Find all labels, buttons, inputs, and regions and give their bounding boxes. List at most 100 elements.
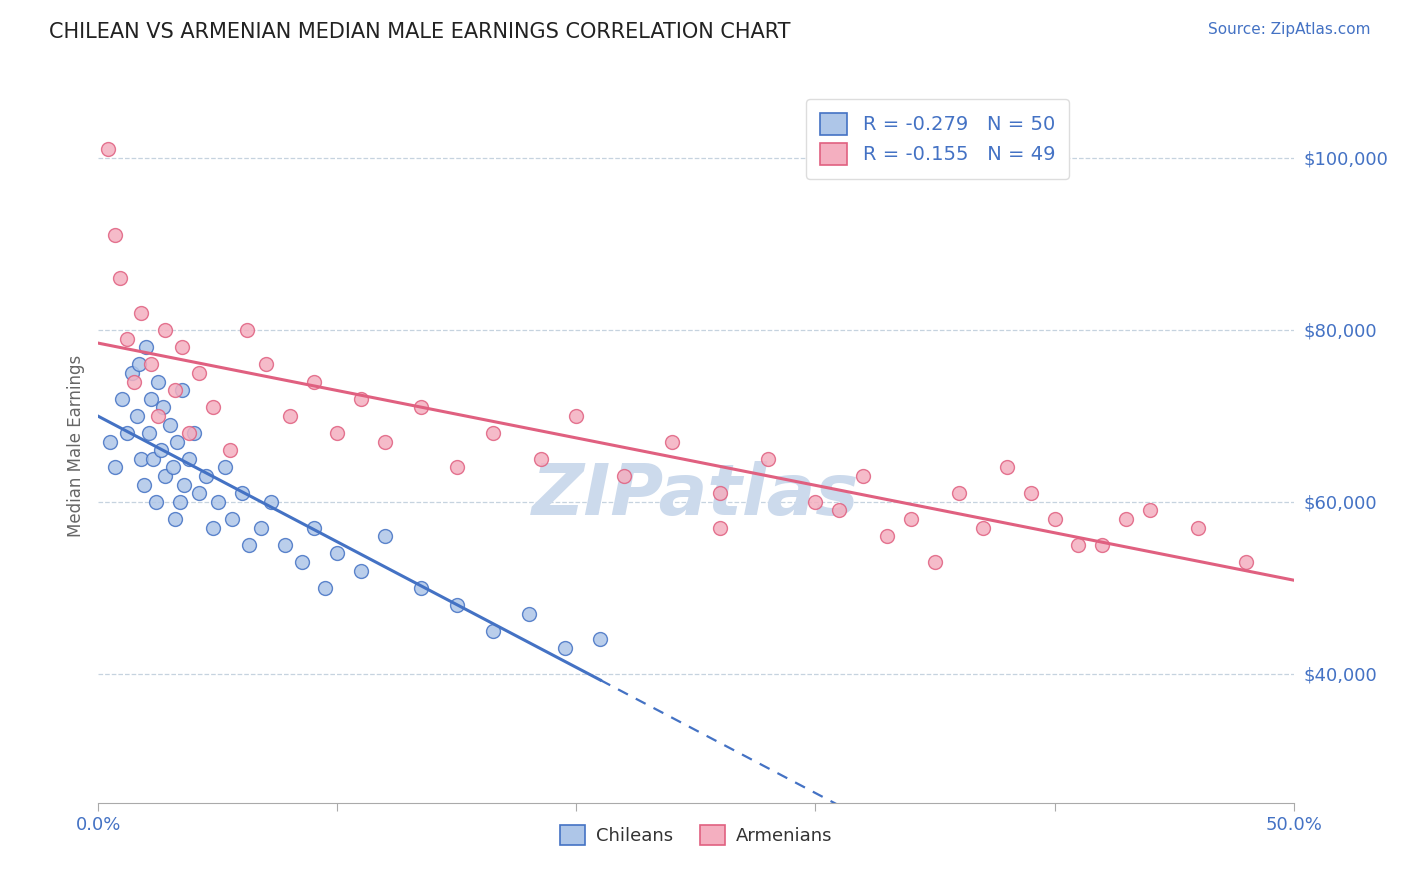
Point — [195, 469, 218, 483]
Point — [163, 383, 186, 397]
Point — [374, 529, 396, 543]
Point — [219, 443, 242, 458]
Point — [148, 375, 170, 389]
Point — [173, 477, 195, 491]
Point — [163, 512, 186, 526]
Point — [948, 486, 970, 500]
Point — [274, 538, 297, 552]
Point — [104, 228, 127, 243]
Point — [98, 434, 122, 449]
Point — [142, 451, 165, 466]
Point — [1115, 512, 1137, 526]
Point — [162, 460, 184, 475]
Point — [530, 451, 553, 466]
Point — [1091, 538, 1114, 552]
Point — [411, 581, 433, 595]
Point — [876, 529, 898, 543]
Text: ZIPatlas: ZIPatlas — [533, 461, 859, 531]
Point — [565, 409, 588, 423]
Point — [108, 271, 131, 285]
Point — [115, 426, 138, 441]
Point — [202, 521, 225, 535]
Point — [97, 142, 120, 156]
Point — [517, 607, 540, 621]
Point — [446, 598, 468, 612]
Point — [187, 366, 209, 380]
Point — [302, 521, 325, 535]
Point — [187, 486, 209, 500]
Point — [221, 512, 243, 526]
Point — [315, 581, 337, 595]
Point — [1187, 521, 1209, 535]
Point — [207, 495, 229, 509]
Point — [326, 546, 349, 560]
Point — [995, 460, 1018, 475]
Point — [152, 401, 174, 415]
Point — [111, 392, 134, 406]
Point — [132, 477, 155, 491]
Point — [124, 375, 146, 389]
Point — [481, 426, 505, 441]
Point — [139, 392, 162, 406]
Point — [326, 426, 349, 441]
Point — [131, 451, 153, 466]
Point — [235, 323, 257, 337]
Point — [214, 460, 236, 475]
Point — [202, 401, 225, 415]
Point — [661, 434, 683, 449]
Point — [972, 521, 994, 535]
Point — [350, 564, 373, 578]
Point — [139, 357, 162, 371]
Point — [756, 451, 779, 466]
Point — [172, 340, 194, 354]
Point — [131, 306, 153, 320]
Point — [446, 460, 468, 475]
Point — [1234, 555, 1257, 569]
Point — [259, 495, 281, 509]
Point — [166, 434, 188, 449]
Point — [138, 426, 160, 441]
Point — [302, 375, 325, 389]
Point — [145, 495, 167, 509]
Point — [159, 417, 181, 432]
Point — [828, 503, 851, 517]
Point — [250, 521, 273, 535]
Point — [350, 392, 373, 406]
Point — [1067, 538, 1090, 552]
Point — [172, 383, 194, 397]
Point — [254, 357, 277, 371]
Point — [411, 401, 433, 415]
Point — [179, 451, 201, 466]
Point — [709, 486, 731, 500]
Point — [231, 486, 253, 500]
Point — [481, 624, 505, 638]
Text: Source: ZipAtlas.com: Source: ZipAtlas.com — [1208, 22, 1371, 37]
Point — [589, 632, 612, 647]
Point — [852, 469, 875, 483]
Legend: Chileans, Armenians: Chileans, Armenians — [547, 812, 845, 858]
Point — [1043, 512, 1066, 526]
Point — [104, 460, 127, 475]
Point — [804, 495, 827, 509]
Point — [179, 426, 201, 441]
Point — [554, 641, 576, 656]
Point — [924, 555, 946, 569]
Point — [709, 521, 731, 535]
Text: CHILEAN VS ARMENIAN MEDIAN MALE EARNINGS CORRELATION CHART: CHILEAN VS ARMENIAN MEDIAN MALE EARNINGS… — [49, 22, 790, 42]
Point — [183, 426, 205, 441]
Point — [374, 434, 396, 449]
Y-axis label: Median Male Earnings: Median Male Earnings — [66, 355, 84, 537]
Point — [155, 469, 177, 483]
Point — [125, 409, 148, 423]
Point — [135, 340, 157, 354]
Point — [900, 512, 922, 526]
Point — [149, 443, 172, 458]
Point — [115, 332, 138, 346]
Point — [613, 469, 636, 483]
Point — [1139, 503, 1161, 517]
Point — [169, 495, 191, 509]
Point — [238, 538, 260, 552]
Point — [148, 409, 170, 423]
Point — [155, 323, 177, 337]
Point — [1019, 486, 1042, 500]
